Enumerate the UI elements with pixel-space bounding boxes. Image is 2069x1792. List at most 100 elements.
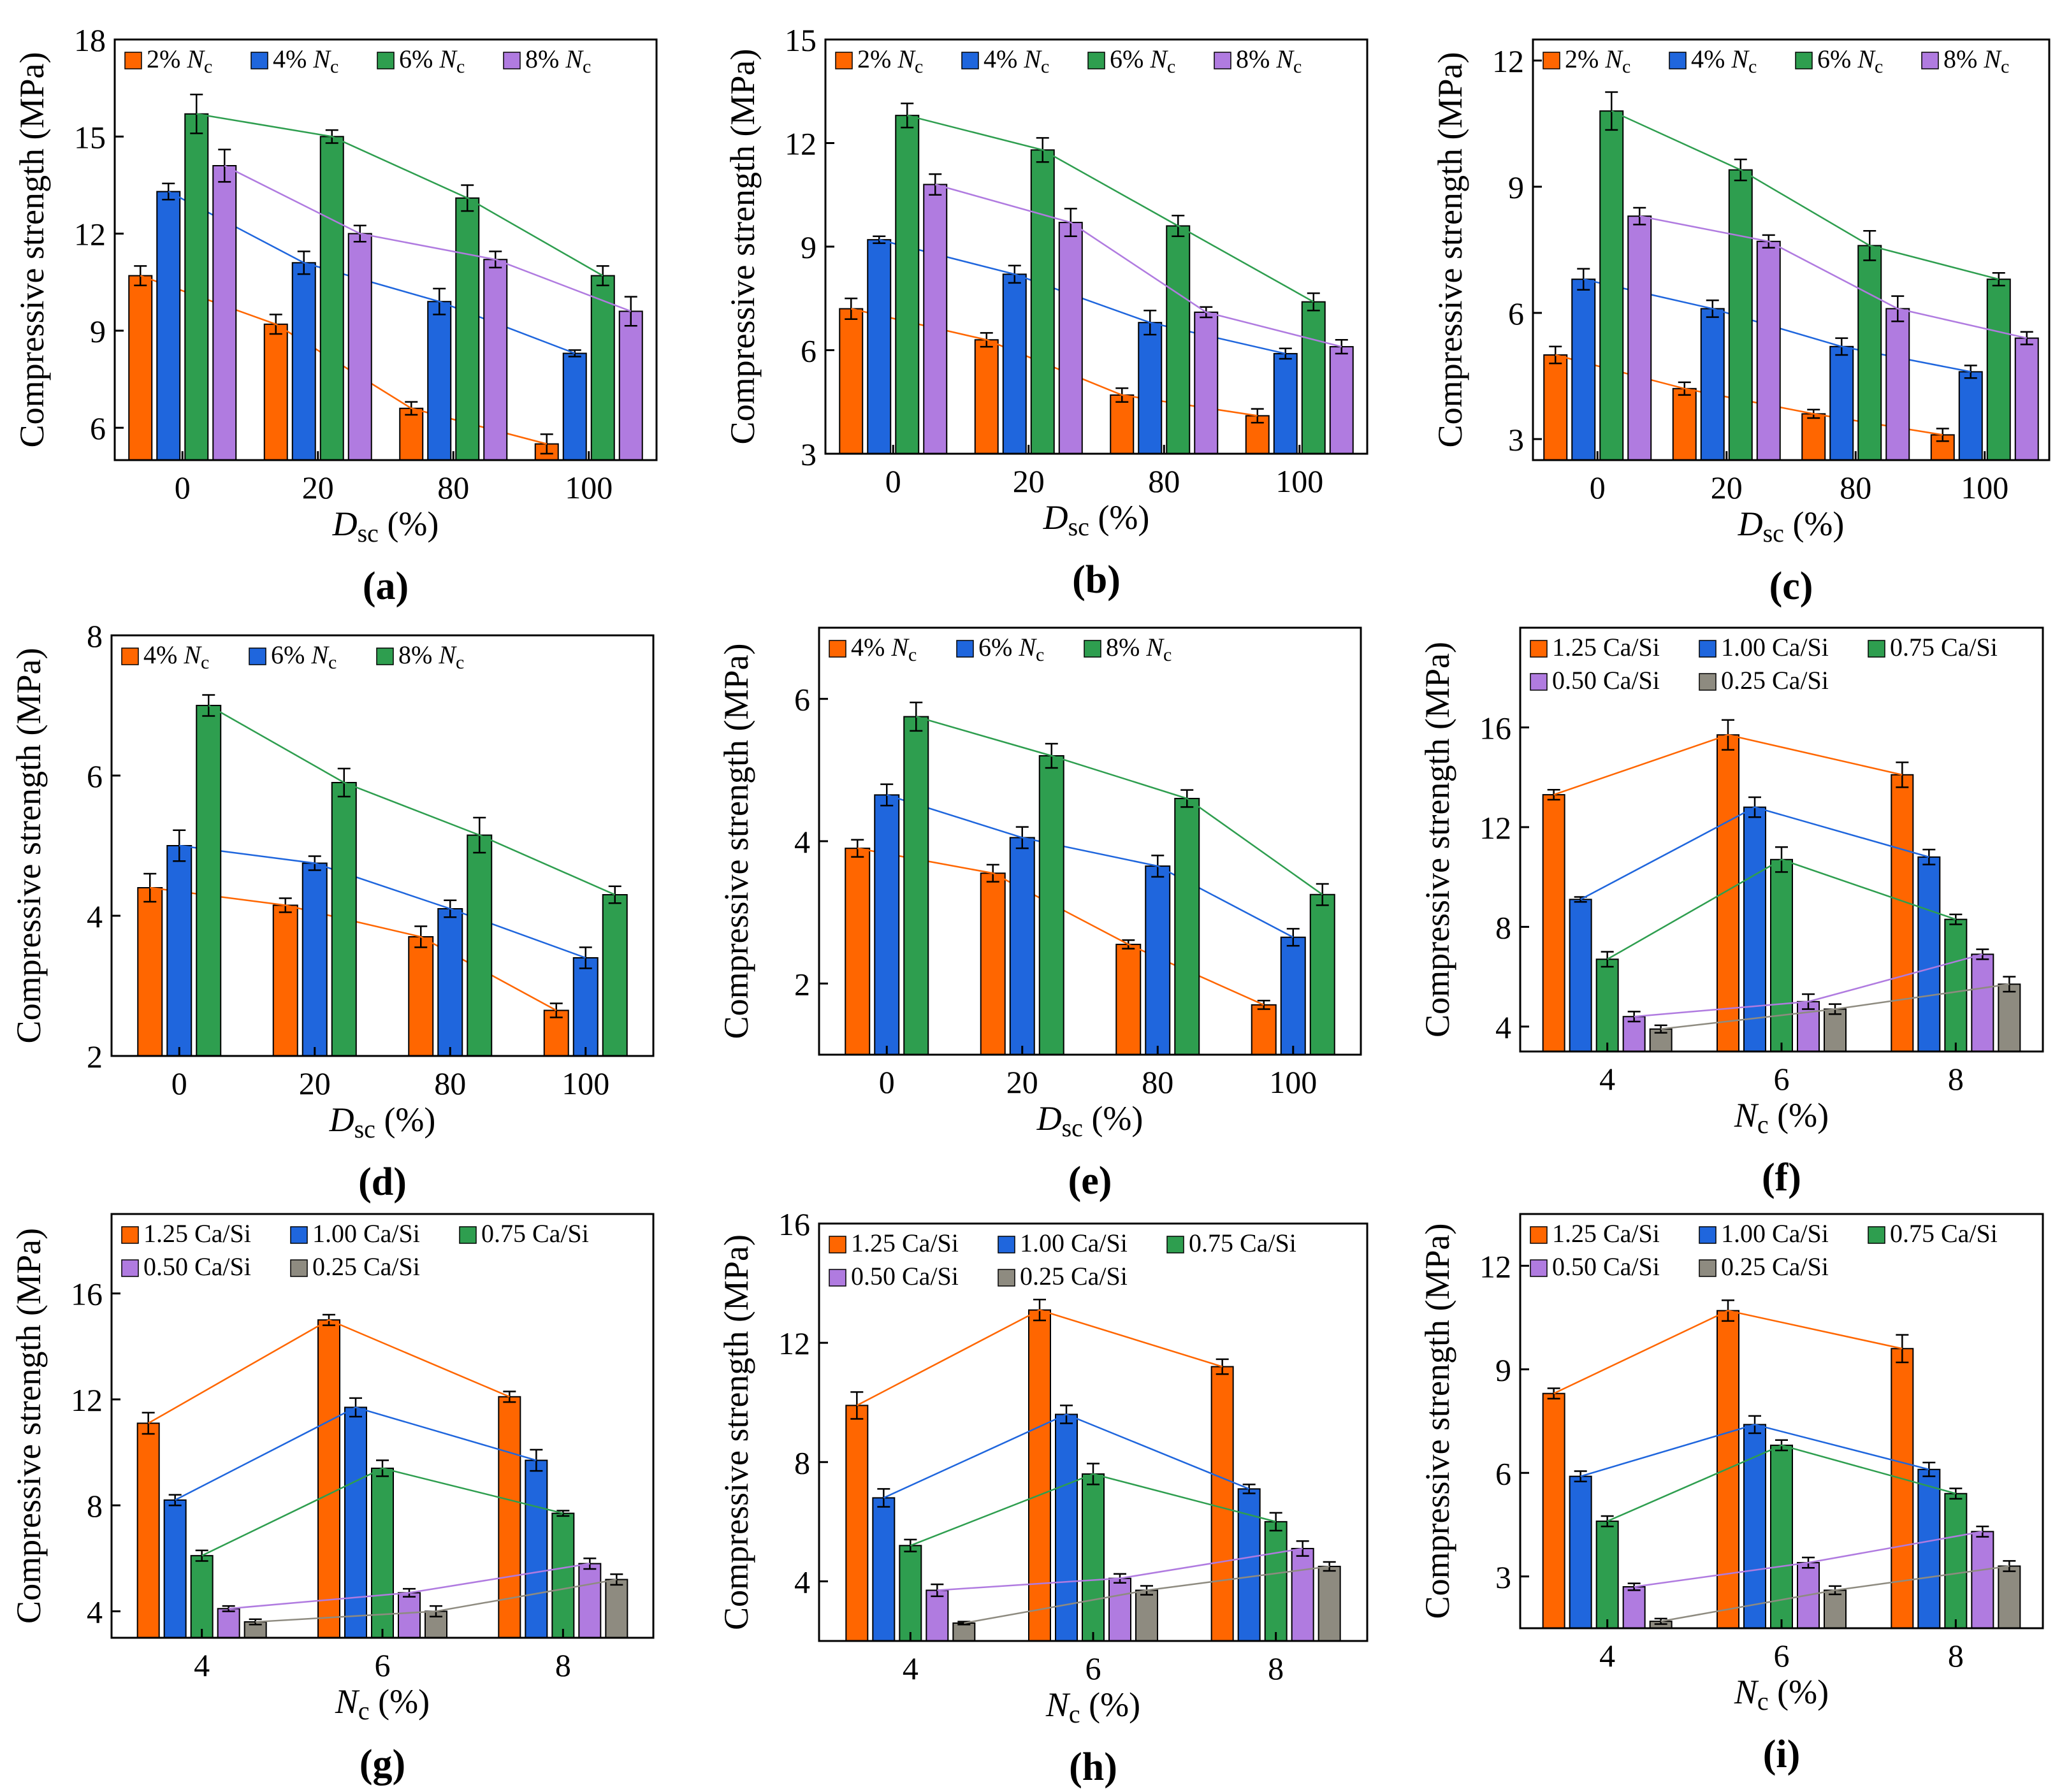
legend-item-i-1: 1.00 Ca/Si (1699, 1219, 1829, 1248)
legend-label: 4% Nc (851, 633, 917, 665)
y-tick-label-c-3: 12 (1492, 43, 1524, 79)
bar-c-s2-c1 (1728, 169, 1753, 461)
y-axis-label-b: Compressive strength (MPa) (723, 49, 762, 445)
legend-item-d-0: 4% Nc (121, 640, 209, 673)
bar-f-s4-c1 (1824, 1008, 1847, 1052)
y-tick-label-d-1: 4 (87, 899, 103, 934)
x-tick-label-e-0: 0 (879, 1064, 895, 1100)
legend-item-h-0: 1.25 Ca/Si (829, 1229, 959, 1257)
bar-d-s2-c1 (331, 782, 357, 1057)
x-tick-label-c-2: 80 (1840, 470, 1871, 505)
bar-a-s0-c2 (399, 407, 424, 461)
legend-item-e-2: 8% Nc (1084, 633, 1172, 665)
legend-label-text: 0.25 Ca/Si (1020, 1262, 1128, 1290)
legend-label-text: 0.50 Ca/Si (1552, 1252, 1660, 1281)
legend-swatch (459, 1226, 477, 1244)
legend-label-var: N (890, 633, 910, 661)
bar-h-s0-c1 (1028, 1309, 1051, 1642)
trend-line-h-s4 (964, 1565, 1330, 1624)
trend-line-i-s2 (1607, 1444, 1956, 1522)
legend-swatch (250, 52, 268, 69)
x-axis-label-d: Dsc (%) (329, 1101, 436, 1143)
bar-f-s0-c2 (1891, 774, 1914, 1052)
bar-f-s0-c1 (1717, 734, 1739, 1053)
x-axis-label-var: N (1734, 1096, 1759, 1134)
error-bar-e-s2-c0 (910, 702, 923, 732)
chart-panel-h: 4 8 12 16 4 6 8 Nc (%) Compressive strength (MPa… (717, 1206, 1368, 1789)
y-tick-label-h-3: 16 (778, 1206, 810, 1242)
legend-swatch (376, 647, 394, 665)
x-tick-label-b-2: 80 (1148, 463, 1180, 499)
x-axis-label-var: N (1045, 1686, 1071, 1724)
trend-line-f-s1 (1580, 806, 1929, 900)
bar-b-s1-c3 (1273, 352, 1298, 455)
bar-a-s1-c2 (427, 301, 452, 461)
legend-label: 0.25 Ca/Si (312, 1252, 420, 1281)
legend-label-text: 6% (271, 640, 311, 669)
x-tick-label-a-2: 80 (437, 470, 469, 505)
bar-g-s2-c1 (371, 1468, 394, 1638)
y-tick-label-g-1: 8 (87, 1488, 103, 1524)
trend-line-i-s0 (1553, 1310, 1903, 1394)
legend-item-a-0: 2% Nc (124, 45, 212, 77)
bar-d-s1-c0 (166, 845, 192, 1057)
chart-panel-b: 3 6 9 12 15 0 20 80 100 Dsc (%) Compressive streng… (723, 22, 1368, 602)
x-axis-label-var: D (329, 1101, 354, 1139)
bar-b-s3-c2 (1194, 311, 1219, 454)
legend-label-text: 6% (1817, 45, 1857, 73)
legend-label-text: 1.00 Ca/Si (1020, 1229, 1128, 1257)
x-tick-label-e-3: 100 (1269, 1064, 1317, 1100)
x-tick-label-g-1: 6 (375, 1647, 391, 1683)
legend-item-f-3: 0.50 Ca/Si (1530, 666, 1660, 695)
x-axis-label-sub: sc (354, 1115, 375, 1143)
y-axis-label-e: Compressive strength (MPa) (717, 644, 755, 1039)
legend-item-c-0: 2% Nc (1543, 45, 1630, 77)
legend-label: 0.25 Ca/Si (1721, 666, 1829, 695)
bar-g-s0-c2 (498, 1396, 521, 1638)
legend-label-sub: c (1036, 644, 1044, 665)
legend-label-text: 0.75 Ca/Si (1890, 1219, 1998, 1248)
bar-i-s0-c0 (1542, 1392, 1565, 1629)
legend-label: 0.50 Ca/Si (1552, 666, 1660, 695)
bar-d-s2-c3 (602, 894, 628, 1057)
bar-f-s2-c0 (1595, 958, 1619, 1052)
bar-c-s3-c2 (1885, 308, 1910, 461)
bar-g-s0-c1 (317, 1319, 340, 1638)
legend-label-sub: c (908, 644, 917, 665)
y-tick-label-a-2: 12 (74, 217, 106, 252)
bar-a-s3-c3 (618, 310, 643, 461)
bar-b-s1-c1 (1002, 273, 1027, 454)
legend-swatch (1530, 640, 1548, 658)
legend-item-c-2: 6% Nc (1795, 45, 1883, 77)
legend-label: 1.00 Ca/Si (1721, 633, 1829, 661)
legend-label: 6% Nc (978, 633, 1044, 665)
x-axis-label-sub: sc (1068, 512, 1089, 541)
bar-b-s0-c2 (1110, 394, 1135, 455)
bar-a-s2-c1 (319, 136, 344, 461)
bar-e-s2-c1 (1038, 755, 1064, 1055)
bar-i-s1-c0 (1569, 1475, 1592, 1629)
legend-label-text: 4% (1691, 45, 1731, 73)
trend-line-b-s3 (934, 184, 1342, 348)
y-tick-label-c-2: 9 (1508, 170, 1524, 205)
x-tick-label-i-2: 8 (1948, 1638, 1964, 1673)
bar-b-s3-c3 (1329, 346, 1354, 454)
legend-label-var: N (312, 45, 331, 73)
bar-b-s3-c1 (1058, 222, 1083, 454)
trend-line-c-s3 (1639, 215, 2028, 339)
legend-item-h-3: 0.50 Ca/Si (829, 1262, 959, 1290)
panel-label-f: (f) (1762, 1156, 1801, 1199)
legend-swatch (1699, 1226, 1717, 1244)
legend-label-sub: c (330, 56, 338, 77)
legend-label: 4% Nc (984, 45, 1049, 77)
legend-item-i-2: 0.75 Ca/Si (1868, 1219, 1998, 1248)
x-tick-label-d-3: 100 (562, 1066, 609, 1101)
x-axis-label-unit: (%) (370, 1682, 430, 1721)
bar-g-s4-c2 (605, 1579, 628, 1638)
bar-a-s0-c0 (128, 275, 153, 461)
x-axis-label-f: Nc (%) (1734, 1096, 1829, 1139)
bar-e-s2-c2 (1174, 798, 1200, 1055)
legend-label: 1.00 Ca/Si (312, 1219, 420, 1248)
legend-label: 6% Nc (399, 45, 465, 77)
legend-label-text: 1.25 Ca/Si (1552, 633, 1660, 661)
